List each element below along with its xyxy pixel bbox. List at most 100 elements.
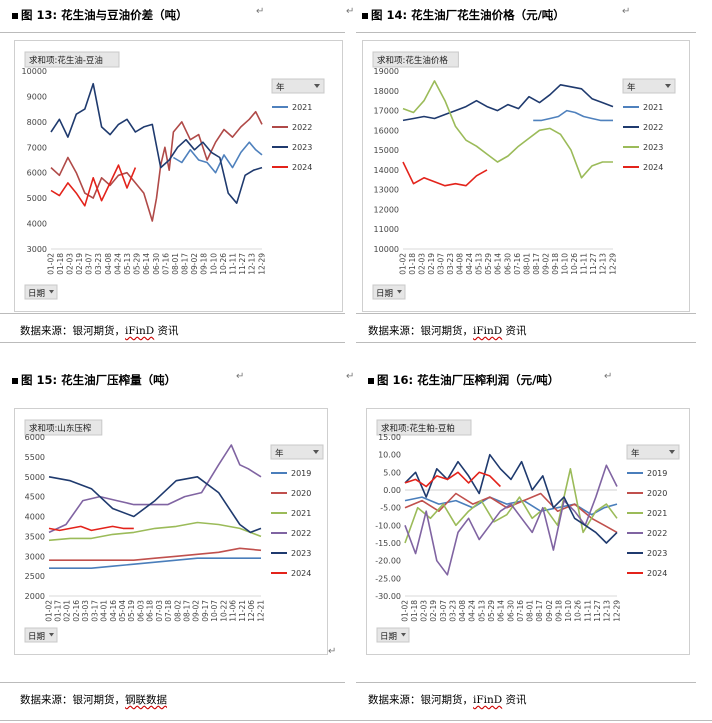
legend-label-2020: 2020 [291,489,311,498]
paragraph-mark: ↵ [622,6,631,17]
legend-label-2021: 2021 [647,509,667,518]
y-tick-label: 5.00 [383,468,401,477]
legend-title: 年 [275,448,284,459]
table-border [0,682,345,683]
source-link: iFinD [125,325,155,337]
legend-filter-button [271,78,325,94]
x-tick-label: 05-13 [477,600,486,622]
x-tick-label: 01-17 [53,600,62,622]
field-button-label: 求和项:山东压榨 [29,423,92,434]
y-tick-label: 9000 [27,92,47,101]
y-tick-label: 13000 [374,186,399,195]
axis-field-label: 日期 [376,289,393,299]
x-tick-label: 03-07 [85,253,94,275]
dropdown-arrow-icon [669,450,675,454]
x-tick-label: 06-30 [506,600,515,622]
table-border [356,342,696,343]
source-link: 钢联数据 [125,694,167,706]
axis-field-button [24,284,58,300]
x-tick-label: 06-14 [497,600,506,622]
series-line-2023 [48,476,262,534]
y-tick-label: 2500 [25,572,45,581]
x-tick-label: 11-11 [580,253,589,275]
x-tick-label: 04-08 [458,600,467,622]
x-tick-label: 03-17 [90,600,99,622]
x-tick-label: 01-02 [398,253,407,275]
legend-label-2023: 2023 [647,549,667,558]
table-border [356,313,696,314]
series-line-2024 [48,525,134,532]
series-line-2021 [172,141,263,174]
x-tick-label: 02-16 [72,600,81,622]
x-tick-label: 02-03 [420,600,429,622]
x-tick-label: 02-01 [63,600,72,622]
x-tick-label: 03-03 [81,600,90,622]
legend-filter-button [622,78,676,94]
x-tick-label: 08-01 [522,253,531,275]
x-tick-label: 11-21 [238,600,247,622]
x-tick-label: 04-01 [100,600,109,622]
y-tick-label: -25.00 [375,574,401,583]
series-line-2022 [48,444,262,534]
x-tick-label: 12-29 [257,253,266,275]
dropdown-arrow-icon [313,450,319,454]
x-tick-label: 08-17 [183,600,192,622]
table-border [356,682,696,683]
y-tick-label: 16000 [374,126,399,135]
figure-title-text: 图 16: 花生油厂压榨利润（元/吨） [377,373,560,387]
series-line-2024 [402,161,488,187]
x-tick-label: 01-18 [410,600,419,622]
source-link: iFinD [473,325,503,337]
dropdown-arrow-icon [314,84,320,88]
x-tick-label: 10-26 [570,253,579,275]
x-tick-label: 07-18 [164,600,173,622]
series-line-2021 [533,109,613,122]
series-line-2022 [402,83,614,122]
x-tick-label: 12-29 [612,600,621,622]
x-tick-label: 06-30 [503,253,512,275]
legend-label-2022: 2022 [647,529,667,538]
y-tick-label: 3000 [27,245,47,254]
figure-title-14: 图 14: 花生油厂花生油价格（元/吨） [362,7,565,23]
y-tick-label: -20.00 [375,557,401,566]
series-line-2022 [404,464,618,576]
legend-label-2022: 2022 [643,123,663,132]
x-tick-label: 01-18 [56,253,65,275]
chart-panel-13: 求和项:花生油-豆油 10000 9000 8000 7000 6000 5000 4000 3… [14,40,343,312]
x-tick-label: 05-29 [484,253,493,275]
x-tick-label: 01-02 [44,600,53,622]
dropdown-arrow-icon [665,84,671,88]
figure-title-text: 图 13: 花生油与豆油价差（吨） [21,8,188,22]
x-tick-label: 05-29 [133,253,142,275]
x-tick-label: 04-08 [104,253,113,275]
field-button [24,419,103,436]
y-tick-label: 17000 [374,107,399,116]
source-note-16: 数据来源：银河期货，iFinD 资讯 [368,694,527,706]
legend-label-2019: 2019 [291,469,311,478]
legend-title: 年 [627,82,636,93]
x-tick-label: 10-10 [564,600,573,622]
x-tick-label: 11-27 [238,253,247,275]
x-tick-label: 05-13 [123,253,132,275]
y-tick-label: 4500 [25,493,45,502]
axis-field-button [376,627,410,643]
chart-panel-16: 求和项:花生粕-豆粕 15.00 10.00 5.00 0.00 -5.00 -10.00 -… [366,408,690,655]
x-tick-label: 10-26 [574,600,583,622]
x-tick-label: 06-03 [136,600,145,622]
x-tick-label: 05-19 [127,600,136,622]
y-tick-label: 18000 [374,87,399,96]
x-tick-label: 07-16 [516,600,525,622]
x-tick-label: 09-02 [545,600,554,622]
axis-field-button [372,284,406,300]
x-tick-label: 04-24 [465,253,474,275]
paragraph-mark: ↵ [328,646,337,657]
series-line-2023 [402,80,613,179]
x-tick-label: 10-22 [219,600,228,622]
legend-title: 年 [276,82,285,93]
y-tick-label: 5000 [25,473,45,482]
field-button [372,51,459,68]
y-tick-label: 19000 [374,67,399,76]
x-tick-label: 12-29 [608,253,617,275]
